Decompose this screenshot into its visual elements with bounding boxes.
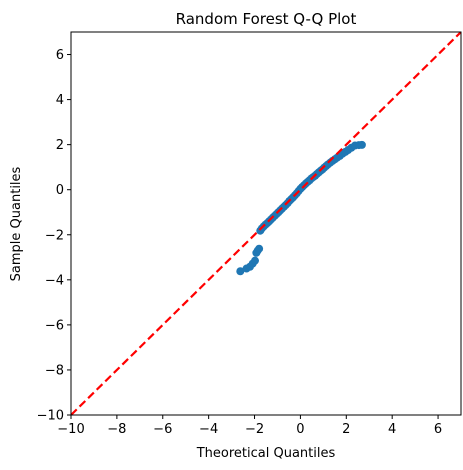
x-tick-label: 2 (342, 422, 350, 437)
chart-title: Random Forest Q-Q Plot (176, 10, 357, 28)
data-point (250, 256, 259, 265)
y-tick-label: −4 (45, 273, 64, 288)
x-axis-label: Theoretical Quantiles (196, 446, 336, 461)
x-tick-label: −10 (57, 422, 84, 437)
y-tick-label: 6 (56, 48, 64, 63)
y-tick-label: −10 (37, 409, 64, 424)
x-tick-label: −4 (199, 422, 218, 437)
data-point (236, 267, 245, 276)
x-tick-label: 4 (388, 422, 396, 437)
y-axis-label: Sample Quantiles (9, 166, 24, 281)
x-tick-label: 0 (296, 422, 304, 437)
x-tick-label: −8 (107, 422, 126, 437)
y-tick-label: −6 (45, 318, 64, 333)
plot-area (71, 32, 461, 415)
data-point (255, 244, 264, 253)
x-tick-label: 6 (434, 422, 442, 437)
y-tick-label: 0 (56, 183, 64, 198)
y-tick-label: −8 (45, 363, 64, 378)
x-tick-label: −2 (245, 422, 264, 437)
x-tick-label: −6 (153, 422, 172, 437)
y-tick-label: −2 (45, 228, 64, 243)
axis-ticks: −10 −8 −6 −4 −2 0 2 4 6 −10 −8 −6 −4 −2 0 2 4 6 (37, 48, 443, 437)
reference-line (71, 32, 461, 415)
data-point (357, 140, 366, 149)
axes-frame (70, 31, 462, 416)
y-tick-label: 4 (56, 93, 64, 108)
y-tick-label: 2 (56, 138, 64, 153)
